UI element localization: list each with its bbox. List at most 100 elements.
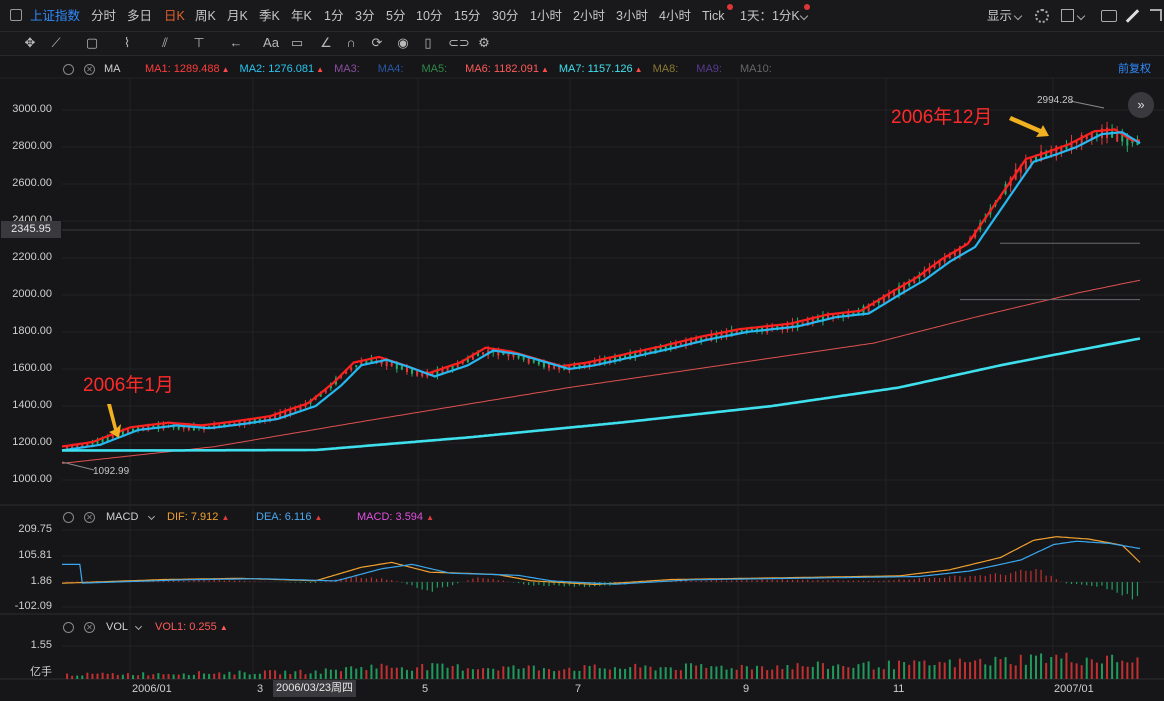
period-duori[interactable]: 多日 xyxy=(127,9,153,23)
volume-bar xyxy=(126,673,129,679)
volume-bar xyxy=(147,675,150,679)
rectangle-tool-icon[interactable]: ▢ xyxy=(85,35,99,50)
period-weekly-k[interactable]: 周K xyxy=(195,9,216,23)
volume-bar xyxy=(385,665,388,679)
volume-bar xyxy=(461,670,464,679)
candle-body xyxy=(735,330,738,335)
ruler-icon[interactable]: ∠ xyxy=(320,35,332,50)
camera-icon[interactable] xyxy=(1101,10,1117,22)
macd-close-icon[interactable]: ✕ xyxy=(84,512,95,523)
volume-bar xyxy=(111,673,114,679)
candle-body xyxy=(730,330,733,337)
volume-bar xyxy=(1014,665,1017,679)
volume-bar xyxy=(482,668,485,679)
candle-body xyxy=(1050,148,1053,157)
volume-bar xyxy=(319,673,322,679)
volume-bar xyxy=(187,675,190,679)
period-1min[interactable]: 1分 xyxy=(324,9,344,23)
link-icon[interactable]: ⊂⊃ xyxy=(448,35,470,50)
candle-body xyxy=(892,289,895,296)
volume-bar xyxy=(989,665,992,679)
volume-bar xyxy=(1131,662,1134,679)
scroll-latest-button[interactable]: » xyxy=(1128,92,1154,118)
vol1-legend: VOL1: 0.255 ▲ xyxy=(155,621,228,633)
volume-bar xyxy=(679,670,682,679)
volume-bar xyxy=(76,675,79,679)
layout-icon[interactable] xyxy=(1061,9,1074,22)
trash-icon[interactable]: ▯ xyxy=(424,35,432,50)
expand-icon[interactable] xyxy=(1150,9,1162,21)
period-3h[interactable]: 3小时 xyxy=(616,9,648,23)
x-axis-label: 2006/01 xyxy=(132,683,172,695)
magnet-icon[interactable]: ∩ xyxy=(346,35,356,50)
volume-bar xyxy=(1080,665,1083,679)
period-5min[interactable]: 5分 xyxy=(386,9,406,23)
period-15min[interactable]: 15分 xyxy=(454,9,481,23)
volume-bar xyxy=(857,664,860,679)
period-custom-dropdown[interactable]: 1天：1分K xyxy=(740,9,800,23)
vol-settings-icon[interactable] xyxy=(63,622,74,633)
volume-bar xyxy=(375,668,378,679)
period-10min[interactable]: 10分 xyxy=(416,9,443,23)
wave-tool-icon[interactable]: ⌇ xyxy=(123,35,131,50)
up-arrow-icon: ▲ xyxy=(540,65,549,74)
dea-value: 6.116 xyxy=(284,511,312,523)
crosshair-move-icon[interactable]: ✥ xyxy=(24,35,36,50)
period-yearly-k[interactable]: 年K xyxy=(291,9,312,23)
vol-axis-label: 1.55 xyxy=(30,639,52,651)
period-daily-k[interactable]: 日K xyxy=(164,9,185,23)
volume-bar xyxy=(598,668,601,679)
candle-body xyxy=(446,367,449,371)
volume-bar xyxy=(91,673,94,679)
sync-icon[interactable]: ⟳ xyxy=(371,35,383,50)
volume-bar xyxy=(558,670,561,679)
period-4h[interactable]: 4小时 xyxy=(659,9,691,23)
trendline-icon[interactable]: ⟋ xyxy=(51,35,61,50)
period-monthly-k[interactable]: 月K xyxy=(227,9,248,23)
volume-bar xyxy=(1024,664,1027,679)
arrow-tool-icon[interactable]: ← xyxy=(229,35,243,50)
period-3min[interactable]: 3分 xyxy=(355,9,375,23)
ma1-line xyxy=(61,128,1140,448)
volume-bar xyxy=(304,674,307,679)
ma6-line xyxy=(61,279,1141,464)
visibility-icon[interactable]: ◉ xyxy=(397,35,409,50)
volume-bar xyxy=(329,669,332,679)
volume-bar xyxy=(203,673,206,679)
volume-bar xyxy=(284,670,287,679)
macd-settings-icon[interactable] xyxy=(63,512,74,523)
volume-bar xyxy=(197,671,200,679)
period-tick[interactable]: Tick xyxy=(702,9,725,23)
channel-tool-icon[interactable]: ⫽ xyxy=(162,35,168,50)
display-menu[interactable]: 显示 xyxy=(987,9,1013,23)
settings-gear-icon[interactable] xyxy=(1035,9,1049,23)
candle-body xyxy=(948,254,951,259)
period-fenshi[interactable]: 分时 xyxy=(91,9,117,23)
adjust-mode-button[interactable]: 前复权 xyxy=(1118,63,1151,75)
volume-bar xyxy=(441,663,444,679)
dif-line xyxy=(61,536,1141,586)
ma-settings-icon[interactable] xyxy=(63,64,74,75)
volume-bar xyxy=(583,665,586,679)
volume-bar xyxy=(487,668,490,679)
vol-close-icon[interactable]: ✕ xyxy=(84,622,95,633)
ma-legend-item: MA1: 1289.488 xyxy=(145,63,220,75)
sidebar-toggle-icon[interactable] xyxy=(10,9,22,21)
fib-tool-icon[interactable]: ⊤ xyxy=(193,35,205,50)
ma-close-icon[interactable]: ✕ xyxy=(84,64,95,75)
text-tool-icon[interactable]: Aa xyxy=(263,35,279,50)
period-1h[interactable]: 1小时 xyxy=(530,9,562,23)
period-2h[interactable]: 2小时 xyxy=(573,9,605,23)
period-30min[interactable]: 30分 xyxy=(492,9,519,23)
candle-body xyxy=(284,410,287,416)
volume-bar xyxy=(827,668,830,679)
volume-bar xyxy=(142,672,145,679)
symbol-name[interactable]: 上证指数 xyxy=(30,9,81,23)
volume-bar xyxy=(1116,662,1119,679)
candle-body xyxy=(832,315,835,318)
candle-body xyxy=(228,423,231,426)
draw-settings-icon[interactable]: ⚙ xyxy=(478,35,490,50)
comment-tool-icon[interactable]: ▭ xyxy=(290,35,304,50)
period-quarterly-k[interactable]: 季K xyxy=(259,9,280,23)
